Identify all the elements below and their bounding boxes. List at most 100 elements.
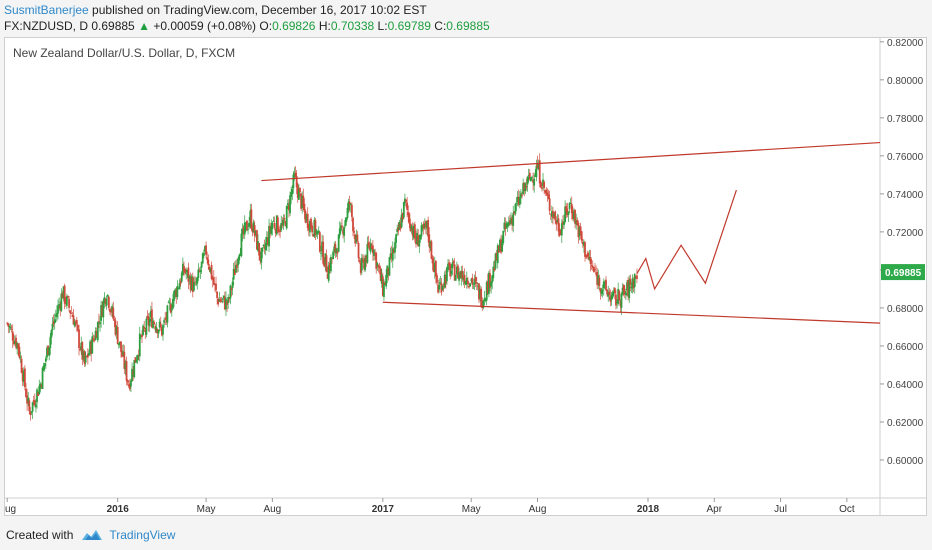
candle-body bbox=[602, 281, 605, 289]
candle-body bbox=[502, 230, 505, 243]
candle-body bbox=[36, 389, 38, 403]
price-chart[interactable]: New Zealand Dollar/U.S. Dollar, D, FXCM … bbox=[5, 38, 926, 515]
symbol-label[interactable]: FX:NZDUSD, D bbox=[4, 19, 88, 33]
candle-body bbox=[127, 384, 130, 387]
candle-body bbox=[381, 276, 384, 296]
author-link[interactable]: SusmitBanerjee bbox=[4, 3, 89, 17]
candle-body bbox=[141, 334, 143, 338]
candle-body bbox=[104, 298, 107, 305]
candle-body bbox=[283, 218, 286, 220]
candle-body bbox=[493, 268, 496, 271]
candle-body bbox=[135, 359, 138, 363]
forecast-path[interactable] bbox=[636, 189, 737, 291]
candle-body bbox=[537, 162, 540, 170]
candle-body bbox=[565, 206, 568, 212]
candle-body bbox=[120, 341, 122, 352]
candle-body bbox=[230, 288, 233, 290]
candle-body bbox=[93, 339, 96, 341]
candle-body bbox=[418, 239, 421, 247]
candle-body bbox=[124, 362, 127, 370]
candle-body bbox=[624, 292, 627, 296]
candle-body bbox=[244, 222, 247, 226]
candle-body bbox=[284, 221, 287, 227]
candle-body bbox=[172, 298, 174, 309]
candle-body bbox=[259, 253, 262, 261]
candle-body bbox=[479, 288, 481, 299]
candle-body bbox=[215, 283, 217, 291]
candle-body bbox=[268, 226, 270, 247]
candle-body bbox=[10, 328, 13, 330]
candle-body bbox=[64, 301, 67, 304]
candle-body bbox=[100, 305, 103, 321]
trendline[interactable] bbox=[261, 141, 881, 182]
candle-body bbox=[524, 183, 527, 192]
candle-body bbox=[607, 293, 610, 297]
price-tick-label: 0.78000 bbox=[887, 114, 924, 125]
chart-panel[interactable]: New Zealand Dollar/U.S. Dollar, D, FXCM … bbox=[4, 37, 927, 516]
candle-body bbox=[480, 288, 483, 306]
candle-body bbox=[566, 208, 569, 216]
candle-body bbox=[83, 351, 86, 364]
low-label: L: bbox=[377, 19, 388, 33]
candle-body bbox=[246, 220, 248, 231]
candle-body bbox=[231, 281, 234, 289]
candle-body bbox=[12, 341, 15, 345]
candle-body bbox=[80, 342, 83, 350]
candle-body bbox=[52, 321, 55, 324]
candle-body bbox=[446, 267, 448, 282]
candle-body bbox=[328, 263, 331, 271]
candle-body bbox=[326, 273, 329, 279]
candle-body bbox=[577, 222, 580, 238]
candle-body bbox=[85, 356, 88, 357]
candle-body bbox=[208, 266, 211, 271]
candle-body bbox=[601, 289, 604, 291]
candle-body bbox=[147, 317, 150, 326]
candle-body bbox=[106, 294, 109, 297]
candle-body bbox=[556, 220, 559, 222]
candle-body bbox=[613, 288, 616, 294]
candle-body bbox=[623, 291, 626, 295]
tradingview-link[interactable]: TradingView bbox=[109, 528, 176, 542]
candle-body bbox=[392, 250, 395, 253]
candle-body bbox=[495, 252, 498, 261]
candle-body bbox=[568, 203, 571, 209]
candle-body bbox=[176, 285, 179, 297]
candle-body bbox=[465, 277, 468, 284]
candle-body bbox=[627, 279, 630, 297]
change-arrow-icon: ▲ bbox=[138, 19, 150, 33]
trendline[interactable] bbox=[382, 301, 881, 324]
candle-body bbox=[318, 232, 321, 252]
tradingview-logo-icon[interactable] bbox=[81, 528, 103, 542]
candle-body bbox=[444, 275, 447, 284]
candle-body bbox=[567, 211, 570, 216]
candle-body bbox=[70, 312, 73, 314]
candle-body bbox=[355, 235, 358, 243]
last-price-badge: 0.69885 bbox=[881, 264, 925, 281]
candle-body bbox=[240, 233, 243, 256]
candle-body bbox=[528, 173, 531, 180]
price-axis[interactable]: 0.82000 0.80000 0.78000 0.76000 0.74000 0.720… bbox=[880, 38, 924, 467]
candle-body bbox=[50, 330, 53, 338]
candle-body bbox=[193, 281, 195, 291]
candle-body bbox=[19, 357, 22, 359]
candle-body bbox=[428, 234, 431, 247]
candle-body bbox=[555, 220, 558, 225]
candle-body bbox=[143, 326, 146, 329]
candle-body bbox=[600, 290, 603, 294]
candle-body bbox=[37, 392, 40, 396]
candle-body bbox=[598, 277, 601, 286]
candle-body bbox=[301, 196, 304, 208]
candle-body bbox=[631, 278, 634, 289]
candle-body bbox=[178, 283, 181, 290]
candle-body bbox=[162, 324, 164, 335]
time-axis[interactable]: Aug 2016 May Aug 2017 May Aug 2018 Apr Jul Oct bbox=[5, 498, 855, 515]
candle-body bbox=[383, 282, 385, 297]
candle-body bbox=[376, 263, 379, 267]
candle-body bbox=[88, 352, 90, 356]
candle-body bbox=[611, 292, 614, 298]
candle-body bbox=[61, 293, 64, 299]
candle-body bbox=[90, 342, 93, 355]
candle-body bbox=[300, 193, 302, 209]
candle-body bbox=[57, 305, 59, 314]
candle-body bbox=[352, 217, 354, 232]
